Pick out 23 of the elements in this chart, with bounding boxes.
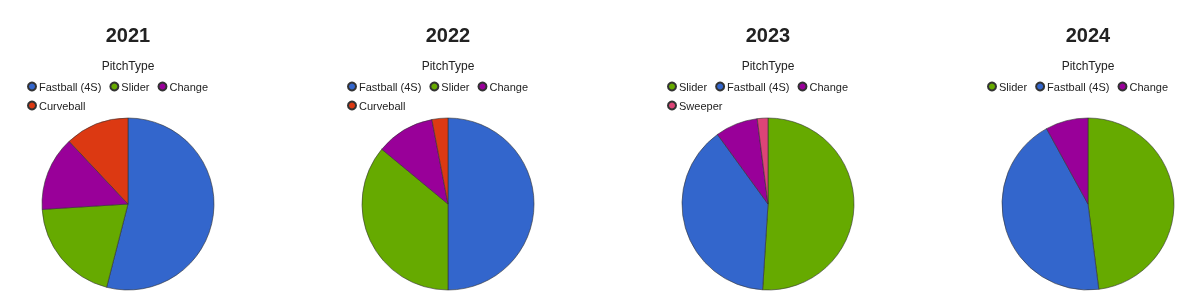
legend-title: PitchType — [741, 59, 795, 73]
legend-label: Fastball (4S) — [359, 80, 422, 93]
legend-label: Fastball (4S) — [727, 80, 790, 93]
legend-label: Change — [169, 80, 209, 93]
chart-title: 2021 — [105, 24, 151, 46]
legend-label: Curveball — [359, 99, 406, 112]
legend-label: Slider — [999, 80, 1028, 93]
legend-label: Change — [809, 80, 849, 93]
chart-title: 2022 — [425, 24, 471, 46]
legend-label: Slider — [679, 80, 708, 93]
legend-title: PitchType — [1061, 59, 1115, 73]
legend-title: PitchType — [101, 59, 155, 73]
legend-label: Slider — [121, 80, 150, 93]
legend-label: Fastball (4S) — [1047, 80, 1110, 93]
legend-label: Fastball (4S) — [39, 80, 102, 93]
legend-label: Change — [1129, 80, 1169, 93]
legend-label: Curveball — [39, 99, 86, 112]
chart-title: 2024 — [1065, 24, 1112, 46]
legend-label: Change — [489, 80, 529, 93]
legend-title: PitchType — [421, 59, 475, 73]
chart-title: 2023 — [745, 24, 791, 46]
legend-label: Slider — [441, 80, 470, 93]
legend-label: Sweeper — [679, 99, 723, 112]
